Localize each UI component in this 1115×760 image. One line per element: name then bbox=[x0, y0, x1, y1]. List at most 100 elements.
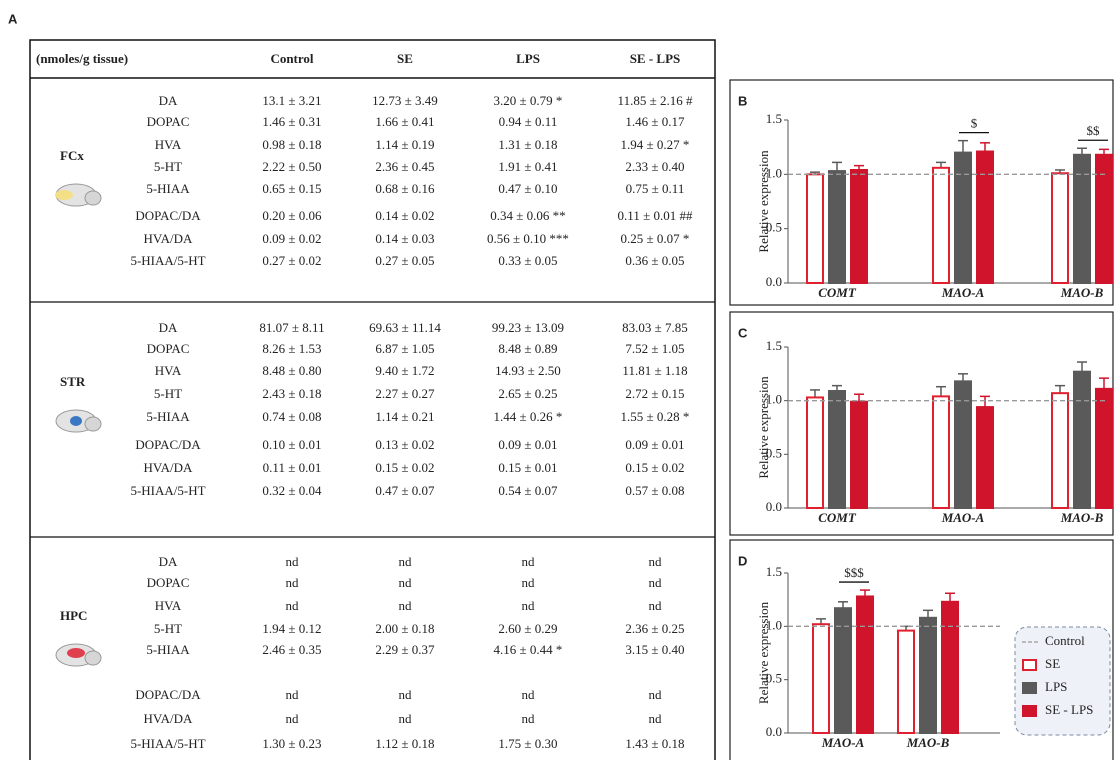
table-cell: 0.14 ± 0.03 bbox=[375, 231, 434, 246]
table-cell: nd bbox=[399, 687, 413, 702]
brain-cerebellum bbox=[84, 190, 102, 206]
table-cell: 0.94 ± 0.11 bbox=[499, 114, 558, 129]
table-cell: 0.32 ± 0.04 bbox=[262, 483, 322, 498]
row-label: HVA/DA bbox=[144, 711, 193, 726]
row-label: DOPAC/DA bbox=[135, 437, 201, 452]
row-label: DA bbox=[159, 554, 178, 569]
table-cell: 8.26 ± 1.53 bbox=[262, 341, 321, 356]
legend-label: LPS bbox=[1045, 679, 1067, 694]
row-label: DOPAC bbox=[147, 114, 190, 129]
table-cell: 0.27 ± 0.02 bbox=[262, 253, 321, 268]
bar bbox=[806, 396, 824, 509]
table-cell: 1.91 ± 0.41 bbox=[498, 159, 557, 174]
y-tick-label: 0.5 bbox=[766, 671, 782, 686]
table-cell: 0.14 ± 0.02 bbox=[375, 208, 434, 223]
panel-label: B bbox=[738, 93, 747, 108]
table-cell: 0.33 ± 0.05 bbox=[498, 253, 557, 268]
legend-label: Control bbox=[1045, 633, 1085, 648]
y-axis-label: Relative expression bbox=[756, 601, 771, 704]
y-tick-label: 0.5 bbox=[766, 220, 782, 235]
row-label: 5-HT bbox=[154, 621, 182, 636]
table-cell: 0.68 ± 0.16 bbox=[375, 181, 435, 196]
column-header: SE bbox=[397, 51, 413, 66]
legend-label: SE - LPS bbox=[1045, 702, 1093, 717]
table-cell: 0.15 ± 0.02 bbox=[375, 460, 434, 475]
table-cell: 1.14 ± 0.19 bbox=[375, 137, 434, 152]
table-cell: 9.40 ± 1.72 bbox=[375, 363, 434, 378]
column-header: Control bbox=[270, 51, 313, 66]
table-cell: 8.48 ± 0.80 bbox=[262, 363, 321, 378]
table-cell: 2.33 ± 0.40 bbox=[625, 159, 684, 174]
bar bbox=[1073, 153, 1091, 284]
y-tick-label: 1.0 bbox=[766, 392, 782, 407]
brain-region bbox=[67, 648, 85, 658]
table-cell: nd bbox=[649, 554, 663, 569]
table-cell: 0.74 ± 0.08 bbox=[262, 409, 321, 424]
row-label: DOPAC/DA bbox=[135, 208, 201, 223]
table-cell: 1.94 ± 0.27 * bbox=[621, 137, 690, 152]
column-header: SE - LPS bbox=[630, 51, 681, 66]
table-cell: 14.93 ± 2.50 bbox=[495, 363, 561, 378]
table-cell: 2.43 ± 0.18 bbox=[262, 386, 321, 401]
table-cell: 11.81 ± 1.18 bbox=[622, 363, 687, 378]
table-cell: nd bbox=[286, 575, 300, 590]
table-cell: 1.43 ± 0.18 bbox=[625, 736, 684, 751]
row-label: DOPAC bbox=[147, 341, 190, 356]
table-cell: 3.15 ± 0.40 bbox=[625, 642, 684, 657]
table-cell: 2.72 ± 0.15 bbox=[625, 386, 684, 401]
table-cell: 2.60 ± 0.29 bbox=[498, 621, 557, 636]
bar bbox=[1073, 370, 1091, 510]
bar bbox=[954, 151, 972, 284]
bar bbox=[976, 150, 994, 284]
table-cell: 2.36 ± 0.45 bbox=[375, 159, 434, 174]
column-header: LPS bbox=[516, 51, 540, 66]
table-cell: 0.11 ± 0.01 ## bbox=[618, 208, 693, 223]
row-label: 5-HIAA bbox=[146, 642, 190, 657]
table-cell: 1.94 ± 0.12 bbox=[262, 621, 321, 636]
table-cell: 1.46 ± 0.17 bbox=[625, 114, 685, 129]
table-cell: nd bbox=[286, 598, 300, 613]
table-cell: 0.57 ± 0.08 bbox=[625, 483, 684, 498]
table-cell: 2.36 ± 0.25 bbox=[625, 621, 684, 636]
row-label: 5-HIAA/5-HT bbox=[130, 483, 205, 498]
table-cell: 2.00 ± 0.18 bbox=[375, 621, 434, 636]
table-cell: 13.1 ± 3.21 bbox=[262, 93, 321, 108]
x-tick-label: MAO-A bbox=[821, 735, 865, 750]
table-cell: 0.10 ± 0.01 bbox=[262, 437, 321, 452]
table-cell: 0.47 ± 0.07 bbox=[375, 483, 435, 498]
section-label: FCx bbox=[60, 148, 84, 163]
legend-box bbox=[1014, 626, 1111, 736]
table-cell: 0.65 ± 0.15 bbox=[262, 181, 321, 196]
table-cell: 0.56 ± 0.10 *** bbox=[487, 231, 569, 246]
table-cell: 81.07 ± 8.11 bbox=[259, 320, 324, 335]
table-cell: nd bbox=[399, 554, 413, 569]
table-cell: nd bbox=[649, 598, 663, 613]
table-cell: 1.66 ± 0.41 bbox=[375, 114, 434, 129]
table-cell: nd bbox=[399, 575, 413, 590]
row-label: 5-HIAA bbox=[146, 409, 190, 424]
bar bbox=[828, 390, 846, 509]
table-cell: nd bbox=[522, 687, 536, 702]
table-cell: 83.03 ± 7.85 bbox=[622, 320, 688, 335]
table-cell: 99.23 ± 13.09 bbox=[492, 320, 564, 335]
table-border bbox=[29, 39, 716, 760]
table-cell: 0.20 ± 0.06 bbox=[262, 208, 322, 223]
row-label: 5-HIAA/5-HT bbox=[130, 253, 205, 268]
table-cell: 1.75 ± 0.30 bbox=[498, 736, 557, 751]
y-tick-label: 1.0 bbox=[766, 617, 782, 632]
table-cell: 1.30 ± 0.23 bbox=[262, 736, 321, 751]
bar bbox=[806, 173, 824, 284]
x-tick-label: MAO-B bbox=[1060, 510, 1104, 525]
table-cell: nd bbox=[399, 711, 413, 726]
bar bbox=[897, 629, 915, 734]
table-cell: nd bbox=[522, 711, 536, 726]
x-tick-label: MAO-A bbox=[941, 510, 985, 525]
table-cell: 1.14 ± 0.21 bbox=[375, 409, 434, 424]
panel-label: C bbox=[738, 325, 748, 340]
table-cell: nd bbox=[649, 687, 663, 702]
x-tick-label: MAO-B bbox=[1060, 285, 1104, 300]
row-label: 5-HT bbox=[154, 386, 182, 401]
table-cell: 2.46 ± 0.35 bbox=[262, 642, 321, 657]
row-label: DA bbox=[159, 93, 178, 108]
